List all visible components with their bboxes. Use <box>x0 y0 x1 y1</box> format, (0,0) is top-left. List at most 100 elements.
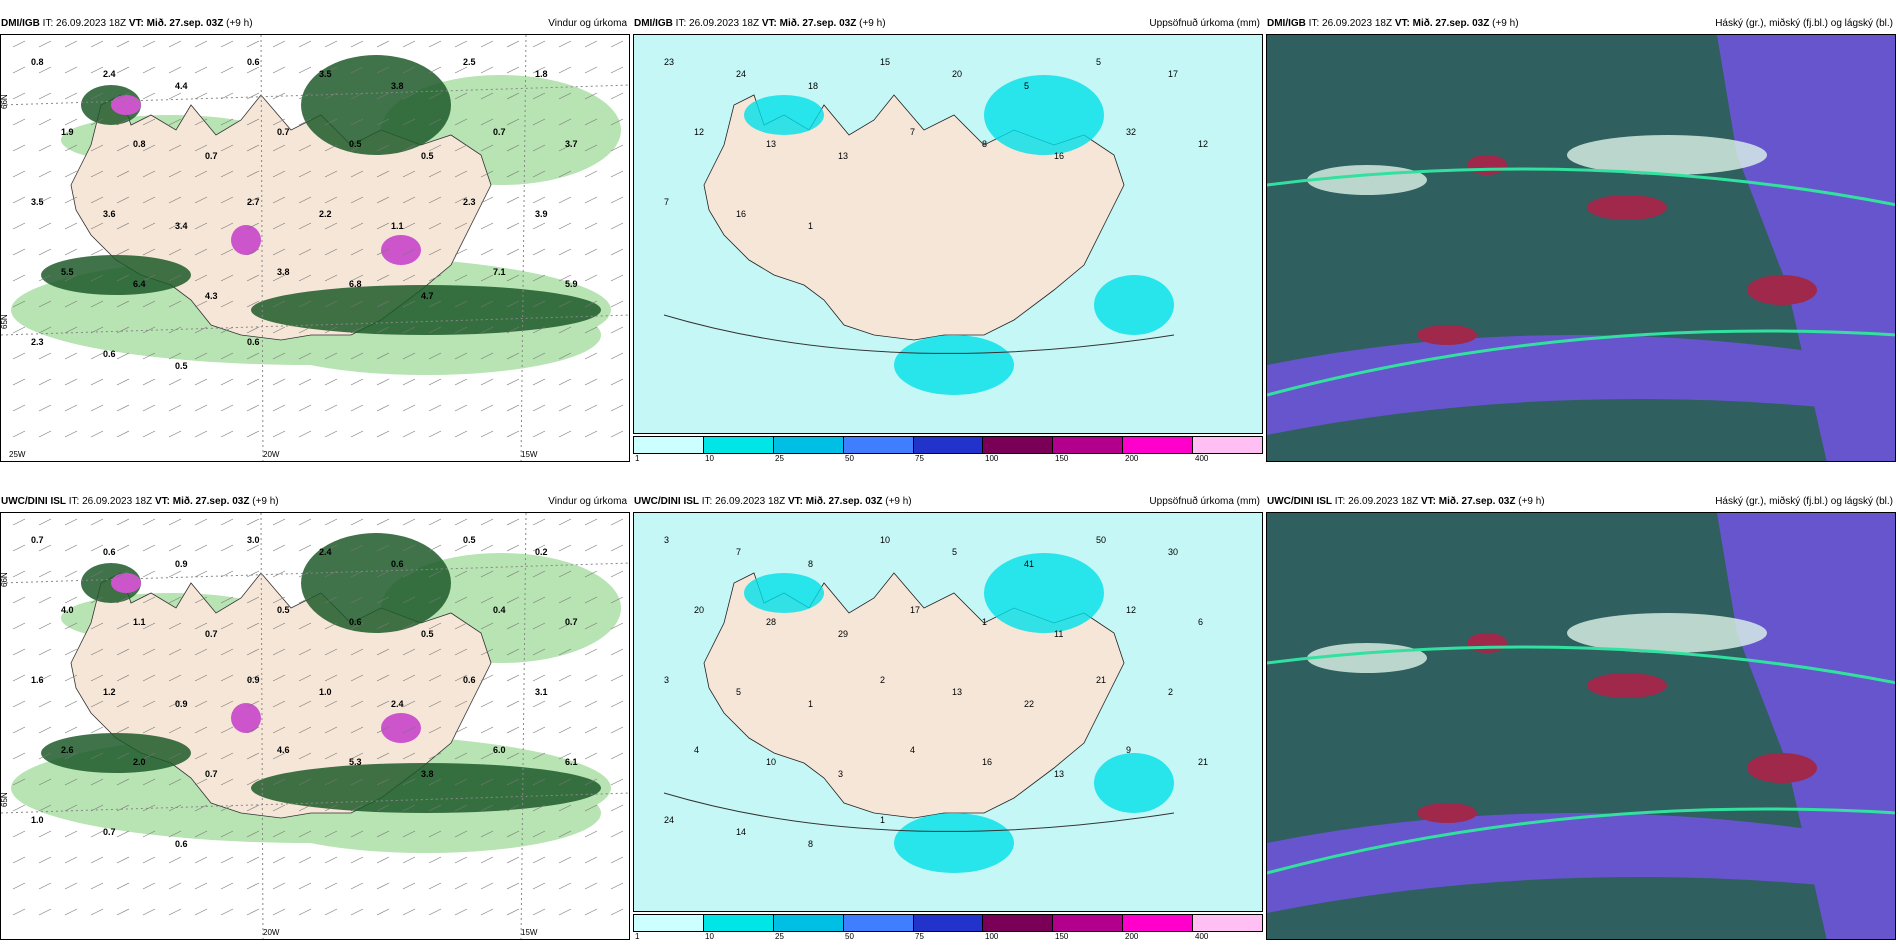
precip-area <box>984 553 1104 633</box>
wind-barb <box>38 908 52 916</box>
wind-barb <box>12 378 26 386</box>
wind-barb <box>324 92 338 100</box>
colorbar-tick-label: 200 <box>1125 932 1139 941</box>
wind-barb <box>168 804 182 812</box>
wind-barb <box>116 700 130 708</box>
wind-barb <box>272 778 286 786</box>
wind-barb <box>38 118 52 126</box>
colorbar-swatch <box>843 915 914 931</box>
map-value-label: 0.6 <box>391 559 404 569</box>
wind-barb <box>584 40 598 48</box>
map-value-label: 3.7 <box>565 139 578 149</box>
panel-header: UWC/DINI ISL IT: 26.09.2023 18Z VT: Mið.… <box>0 492 630 512</box>
wind-barb <box>194 144 208 152</box>
wind-barb <box>90 570 104 578</box>
wind-barb <box>272 40 286 48</box>
wind-barb <box>38 66 52 74</box>
wind-barb <box>532 622 546 630</box>
panel-run-info: DMI/IGB IT: 26.09.2023 18Z VT: Mið. 27.s… <box>1 14 253 34</box>
map-value-label: 4.3 <box>205 291 218 301</box>
wind-barb <box>90 544 104 552</box>
precip-heavy-area <box>301 533 451 633</box>
wind-barb <box>376 144 390 152</box>
wind-barb <box>116 856 130 864</box>
map-value-label: 0.5 <box>463 535 476 545</box>
wind-barb <box>480 622 494 630</box>
map-value-label: 5.5 <box>61 267 74 277</box>
parallel-line <box>1 314 629 336</box>
panel-title: Háský (gr.), miðský (fj.bl.) og lágský (… <box>1715 18 1893 29</box>
model-source: UWC/DINI ISL <box>634 496 699 507</box>
wind-barb <box>532 300 546 308</box>
wind-barb <box>298 882 312 890</box>
wind-barb <box>38 352 52 360</box>
wind-barb <box>428 274 442 282</box>
map-value-label: 3 <box>664 535 669 545</box>
precip-area <box>984 75 1104 155</box>
wind-barb <box>324 248 338 256</box>
wind-barb <box>116 726 130 734</box>
map-value-label: 0.7 <box>31 535 44 545</box>
wind-barb <box>454 274 468 282</box>
wind-barb <box>428 830 442 838</box>
cloud-contour <box>1267 807 1895 875</box>
wind-barb <box>350 300 364 308</box>
wind-barb <box>12 726 26 734</box>
wind-barb <box>194 170 208 178</box>
wind-barb <box>246 404 260 412</box>
wind-barb <box>532 908 546 916</box>
wind-barb <box>506 726 520 734</box>
mid-cloud-area <box>1567 135 1767 175</box>
valid-time: Mið. 27.sep. 03Z <box>1412 18 1490 29</box>
wind-barb <box>90 404 104 412</box>
wind-barb <box>220 570 234 578</box>
lat-label: 65N <box>1 314 9 329</box>
wind-barb <box>532 144 546 152</box>
wind-barb <box>90 40 104 48</box>
colorbar-tick-label: 400 <box>1195 454 1209 463</box>
wind-barb <box>272 856 286 864</box>
wind-barb <box>12 596 26 604</box>
wind-barb <box>194 326 208 334</box>
wind-barb <box>298 404 312 412</box>
wind-barb <box>324 648 338 656</box>
wind-barb <box>220 352 234 360</box>
high-cloud-area <box>1747 275 1817 305</box>
wind-barb <box>194 40 208 48</box>
wind-barb <box>402 804 416 812</box>
wind-barb <box>246 118 260 126</box>
lon-label: 15W <box>521 928 538 937</box>
wind-barb <box>142 778 156 786</box>
wind-barb <box>584 830 598 838</box>
wind-barb <box>220 118 234 126</box>
wind-barb <box>402 674 416 682</box>
wind-barb <box>246 726 260 734</box>
wind-barb <box>532 378 546 386</box>
precip-intense-area <box>381 235 421 265</box>
wind-barb <box>90 648 104 656</box>
map-value-label: 50 <box>1096 535 1106 545</box>
wind-barb <box>584 196 598 204</box>
wind-barb <box>454 830 468 838</box>
map-area: 3 7 8 10 5 41 50 30 20 28 29 17 1 11 12 6 3 5 1 2 13 22 21 2 4 10… <box>633 512 1263 912</box>
panel-title: Vindur og úrkoma <box>548 18 627 29</box>
wind-barb <box>480 856 494 864</box>
wind-barb <box>584 674 598 682</box>
wind-barb <box>480 326 494 334</box>
wind-barb <box>90 92 104 100</box>
wind-barb <box>142 648 156 656</box>
map-value-label: 16 <box>982 757 992 767</box>
wind-barb <box>168 378 182 386</box>
wind-barb <box>402 378 416 386</box>
wind-barb <box>506 430 520 438</box>
map-value-label: 13 <box>952 687 962 697</box>
wind-barb <box>376 856 390 864</box>
wind-barb <box>558 144 572 152</box>
model-source: DMI/IGB <box>634 18 673 29</box>
map-value-label: 0.7 <box>493 127 506 137</box>
colorbar-swatch <box>983 915 1054 931</box>
wind-barb <box>64 326 78 334</box>
map-value-label: 0.8 <box>133 139 146 149</box>
wind-barb <box>246 66 260 74</box>
wind-barb <box>90 726 104 734</box>
